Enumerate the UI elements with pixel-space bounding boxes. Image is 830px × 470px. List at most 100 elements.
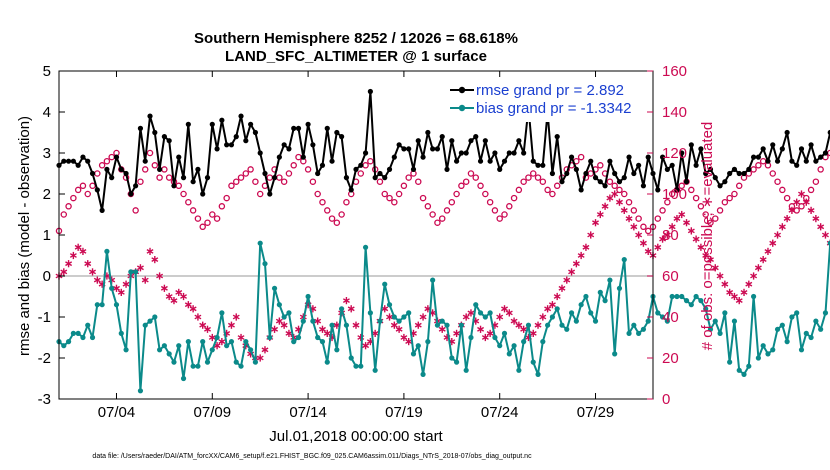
- evaluated-obs-stroke: [481, 335, 489, 340]
- bias-marker: [473, 302, 479, 308]
- evaluated-obs-stroke: [477, 326, 485, 332]
- evaluated-obs-stroke: [616, 199, 623, 205]
- evaluated-obs-marker: [89, 268, 96, 276]
- possible-obs-marker: [204, 219, 211, 226]
- evaluated-obs-stroke: [175, 289, 183, 295]
- rmse-marker: [195, 166, 201, 172]
- evaluated-obs-stroke: [414, 322, 422, 328]
- evaluated-obs-marker: [740, 288, 748, 296]
- bias-marker: [271, 285, 278, 291]
- evaluated-obs-stroke: [395, 326, 403, 332]
- bias-marker: [798, 347, 805, 353]
- evaluated-obs-stroke: [620, 207, 628, 213]
- bias-marker: [616, 285, 623, 291]
- x-tick-label: 07/04: [98, 404, 136, 421]
- legend: rmse grand pr = 2.892 bias grand pr = -1…: [442, 78, 646, 122]
- rmse-marker: [85, 158, 91, 164]
- bias-marker: [583, 293, 589, 300]
- bias-marker: [61, 343, 67, 349]
- possible-obs-marker: [539, 178, 547, 185]
- rmse-marker: [358, 162, 364, 168]
- y-tick-label: 0: [43, 268, 51, 285]
- evaluated-obs-marker: [673, 215, 681, 223]
- bias-marker: [171, 359, 177, 365]
- bias-marker: [147, 318, 153, 324]
- possible-obs-marker: [247, 166, 254, 173]
- bias-marker: [85, 322, 91, 328]
- evaluated-obs-marker: [678, 210, 686, 219]
- possible-obs-marker: [467, 170, 475, 177]
- possible-obs-marker: [285, 170, 293, 177]
- evaluated-obs-marker: [639, 239, 647, 247]
- bias-marker: [808, 334, 814, 341]
- evaluated-obs-marker: [711, 264, 719, 272]
- rmse-marker: [607, 158, 613, 164]
- bias-marker: [166, 351, 172, 357]
- possible-obs-marker: [141, 166, 149, 173]
- rmse-marker: [339, 134, 345, 140]
- bias-marker: [492, 334, 498, 341]
- rmse-marker: [736, 170, 742, 177]
- possible-obs-marker: [314, 190, 321, 198]
- rmse-marker: [415, 138, 421, 144]
- evaluated-obs-marker: [563, 276, 571, 284]
- evaluated-obs-marker: [515, 321, 523, 329]
- possible-obs-marker: [194, 215, 202, 222]
- rmse-marker: [784, 129, 790, 136]
- possible-obs-marker: [242, 170, 250, 177]
- bias-marker: [329, 322, 335, 328]
- rmse-marker: [348, 187, 354, 193]
- bias-marker: [243, 339, 249, 345]
- evaluated-obs-marker: [548, 301, 556, 309]
- evaluated-obs-marker: [754, 264, 762, 272]
- rmse-marker: [128, 191, 134, 197]
- evaluated-obs-stroke: [405, 339, 413, 345]
- evaluated-obs-marker: [783, 215, 791, 223]
- rmse-marker: [746, 166, 752, 172]
- rmse-marker: [497, 166, 503, 172]
- y-tick-label: 3: [43, 145, 51, 162]
- rmse-marker: [142, 158, 148, 164]
- possible-obs-marker: [755, 162, 762, 169]
- y-tick-label: 5: [43, 63, 51, 80]
- bias-marker: [655, 310, 661, 316]
- bias-marker: [94, 302, 100, 308]
- evaluated-obs-stroke: [582, 244, 590, 250]
- rmse-marker: [176, 154, 182, 160]
- possible-obs-marker: [79, 182, 87, 190]
- rmse-marker: [592, 175, 599, 181]
- evaluated-obs-stroke: [371, 330, 379, 336]
- bias-marker: [693, 293, 699, 300]
- evaluated-obs-stroke: [261, 347, 269, 353]
- rmse-marker: [583, 170, 589, 177]
- evaluated-obs-stroke: [683, 220, 690, 226]
- rmse-marker: [482, 138, 488, 144]
- possible-obs-marker: [386, 194, 393, 202]
- rmse-marker: [463, 150, 469, 156]
- rmse-marker: [501, 158, 508, 164]
- rmse-marker: [760, 146, 766, 152]
- rmse-marker: [305, 121, 311, 127]
- bias-marker: [334, 347, 340, 353]
- bias-marker: [803, 330, 809, 336]
- evaluated-obs-marker: [156, 272, 164, 280]
- possible-obs-marker: [60, 211, 68, 218]
- evaluated-obs-stroke: [69, 253, 77, 258]
- rmse-marker: [444, 166, 450, 172]
- rmse-marker: [750, 154, 757, 160]
- evaluated-obs-stroke: [807, 207, 815, 213]
- bias-marker: [506, 351, 512, 357]
- rmse-marker: [794, 162, 800, 168]
- evaluated-obs-stroke: [692, 236, 700, 242]
- bias-marker: [731, 318, 738, 324]
- bias-marker: [645, 318, 651, 324]
- bias-marker: [549, 314, 556, 320]
- evaluated-obs-stroke: [644, 248, 652, 254]
- bias-marker: [295, 334, 302, 341]
- evaluated-obs-stroke: [362, 343, 370, 349]
- evaluated-obs-marker: [644, 247, 652, 255]
- bias-marker: [530, 359, 536, 365]
- possible-obs-marker: [496, 215, 503, 222]
- evaluated-obs-stroke: [505, 310, 513, 316]
- rmse-marker: [137, 125, 144, 131]
